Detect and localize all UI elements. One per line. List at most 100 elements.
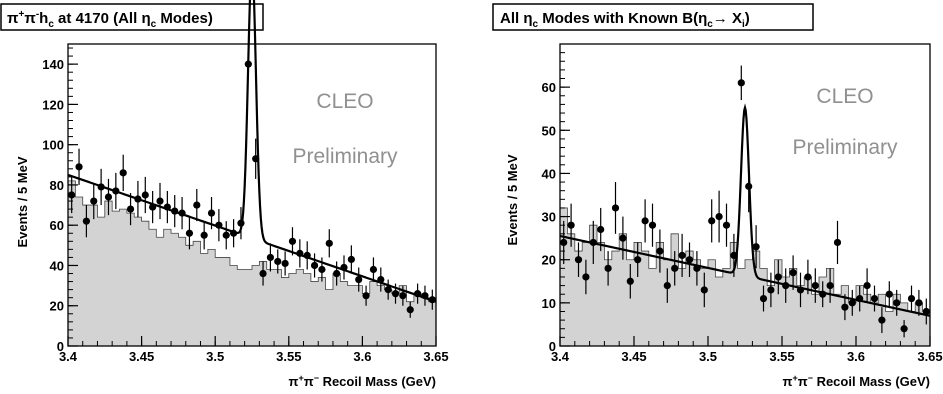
right-data-point: [722, 221, 731, 229]
left-data-point: [406, 306, 414, 314]
right-data-point: [626, 277, 634, 285]
left-data-point: [222, 231, 230, 239]
left-y-tick-label: 40: [50, 258, 64, 273]
right-data-point: [663, 282, 671, 290]
left-data-point: [281, 259, 289, 268]
left-data-point: [362, 292, 370, 300]
left-data-point: [428, 296, 436, 304]
left-data-point: [90, 197, 98, 205]
left-data-point: [421, 292, 429, 300]
right-y-tick-label: 50: [542, 123, 556, 138]
left-y-axis-label: Events / 5 MeV: [15, 156, 30, 247]
left-data-point: [252, 155, 260, 163]
left-data-point: [163, 203, 171, 211]
right-data-point: [922, 307, 930, 316]
right-data-point: [611, 204, 620, 212]
right-data-point: [841, 303, 849, 311]
right-data-point: [700, 286, 708, 294]
left-data-point: [75, 163, 83, 171]
left-data-point: [391, 290, 400, 298]
left-data-point: [178, 209, 186, 217]
right-data-point: [641, 217, 649, 225]
right-x-tick-label: 3.45: [621, 349, 646, 364]
right-fit-curve: [559, 103, 931, 317]
left-data-point: [244, 60, 252, 68]
left-data-point: [193, 201, 201, 209]
right-data-point: [752, 243, 760, 251]
right-data-point: [671, 264, 679, 272]
right-data-point: [597, 225, 605, 234]
left-x-tick-label: 3.6: [353, 349, 371, 364]
right-x-tick-label: 3.4: [551, 349, 570, 364]
left-data-point: [347, 255, 355, 264]
left-watermark-cleo: CLEO: [316, 90, 373, 113]
left-data-point: [369, 265, 378, 274]
right-data-point: [693, 264, 701, 272]
left-data-point: [119, 169, 127, 177]
right-data-point: [774, 273, 782, 281]
right-watermark-cleo: CLEO: [816, 85, 873, 108]
right-data-point: [893, 299, 901, 307]
left-data-point: [266, 253, 274, 262]
left-data-point: [134, 195, 142, 203]
left-y-tick-label: 100: [42, 138, 64, 153]
left-data-point: [259, 269, 267, 278]
left-data-point: [237, 219, 245, 227]
left-data-point: [274, 257, 282, 266]
right-data-point: [907, 294, 916, 303]
left-x-tick-label: 3.65: [423, 349, 448, 364]
left-data-point: [126, 205, 135, 213]
right-data-point: [648, 221, 657, 229]
left-chart-title: π+π-hc at 4170 (All ηc Modes): [7, 9, 213, 30]
left-data-point: [318, 265, 326, 274]
left-data-point: [377, 275, 385, 284]
right-data-point: [782, 282, 790, 290]
right-data-point: [715, 212, 723, 221]
left-y-tick-label: 120: [42, 97, 64, 112]
left-data-point: [171, 207, 179, 215]
right-data-point: [826, 282, 834, 290]
left-x-tick-label: 3.45: [129, 349, 154, 364]
left-plot-area: 0 20 40 60 80 100 120 140 3.4 3.45 3.5 3.55 3.6 3.65: [42, 0, 449, 364]
right-title-box: [492, 3, 814, 31]
right-chart-title: All ηc Modes with Known B(ηc→ Xi): [500, 10, 750, 30]
right-y-tick-label: 20: [542, 253, 556, 268]
right-data-point: [589, 238, 597, 247]
left-title-box: [0, 3, 264, 31]
left-data-point: [355, 275, 363, 284]
right-x-tick-label: 3.5: [699, 349, 717, 364]
left-data-point: [156, 197, 164, 205]
right-data-point: [870, 294, 879, 303]
right-data-point: [819, 290, 827, 298]
right-y-tick-label: 10: [542, 296, 556, 311]
left-data-point: [333, 269, 341, 278]
left-background-histogram: [67, 180, 437, 347]
right-data-point: [656, 247, 664, 255]
left-data-point: [399, 292, 407, 300]
left-data-point: [68, 191, 76, 199]
left-data-point: [141, 191, 149, 199]
left-data-point: [112, 187, 120, 195]
right-x-axis-label: π+π− Recoil Mass (GeV): [783, 373, 930, 389]
right-data-point: [915, 299, 923, 307]
left-data-point: [185, 229, 194, 237]
right-data-point: [863, 282, 871, 290]
left-data-point: [296, 249, 304, 257]
right-data-point: [900, 325, 908, 333]
right-data-point: [619, 234, 627, 242]
left-x-tick-label: 3.4: [59, 349, 78, 364]
right-data-point: [856, 294, 864, 303]
left-y-tick-label: 80: [50, 178, 64, 193]
left-data-point: [288, 237, 297, 245]
right-data-point: [708, 217, 716, 225]
left-watermark-preliminary: Preliminary: [292, 145, 398, 168]
right-data-point: [567, 221, 575, 229]
right-data-point: [796, 286, 805, 294]
right-data-point: [685, 256, 694, 264]
right-data-point: [730, 251, 738, 259]
right-data-point: [811, 282, 819, 290]
left-data-point: [310, 261, 319, 270]
left-plot-frame: [67, 43, 437, 347]
right-y-axis-label: Events / 5 MeV: [505, 154, 520, 245]
